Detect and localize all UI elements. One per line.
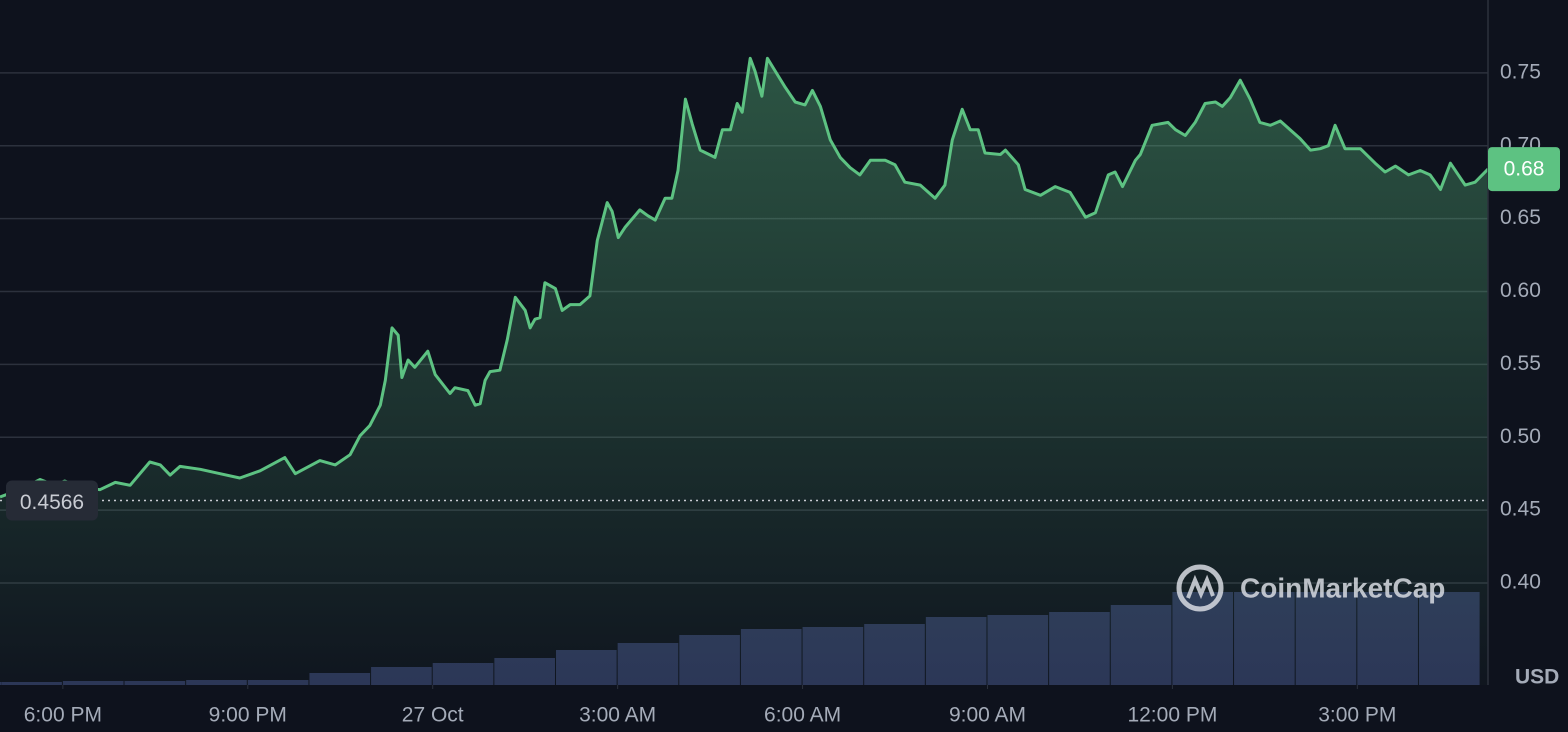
- y-tick-label: 0.55: [1500, 352, 1541, 375]
- watermark-logo: [1176, 564, 1224, 612]
- x-tick-label: 3:00 PM: [1318, 704, 1396, 727]
- x-tick-label: 9:00 AM: [949, 704, 1026, 727]
- overlay: 0.4566 0.68: [0, 147, 1560, 521]
- x-tick-label: 6:00 PM: [24, 704, 102, 727]
- y-tick-label: 0.75: [1500, 60, 1541, 83]
- watermark: CoinMarketCap: [1176, 564, 1445, 612]
- last-value-label: 0.68: [1504, 158, 1545, 181]
- plot: [0, 56, 1490, 686]
- watermark-text: CoinMarketCap: [1240, 572, 1445, 603]
- area-fill: [0, 58, 1488, 686]
- y-tick-label: 0.45: [1500, 498, 1541, 521]
- y-tick-label: 0.40: [1500, 571, 1541, 594]
- x-tick-label: 6:00 AM: [764, 704, 841, 727]
- x-tick-label: 9:00 PM: [209, 704, 287, 727]
- reference-label-box: [6, 480, 98, 521]
- y-tick-label: 0.65: [1500, 206, 1541, 229]
- axes: 0.400.450.500.550.600.650.700.756:00 PM 9…: [24, 60, 1541, 726]
- watermark-logo-mark: [1186, 574, 1215, 600]
- x-tick-label: 27 Oct: [402, 704, 464, 727]
- last-value-box: [1488, 147, 1560, 192]
- x-tick-label: 3:00 AM: [579, 704, 656, 727]
- currency-label: USD: [1515, 666, 1559, 689]
- x-tick-label: 12:00 PM: [1127, 704, 1217, 727]
- price-line: [0, 56, 1490, 499]
- y-tick-label: 0.50: [1500, 425, 1541, 448]
- reference-label: 0.4566: [20, 491, 84, 514]
- y-tick-label: 0.60: [1500, 279, 1541, 302]
